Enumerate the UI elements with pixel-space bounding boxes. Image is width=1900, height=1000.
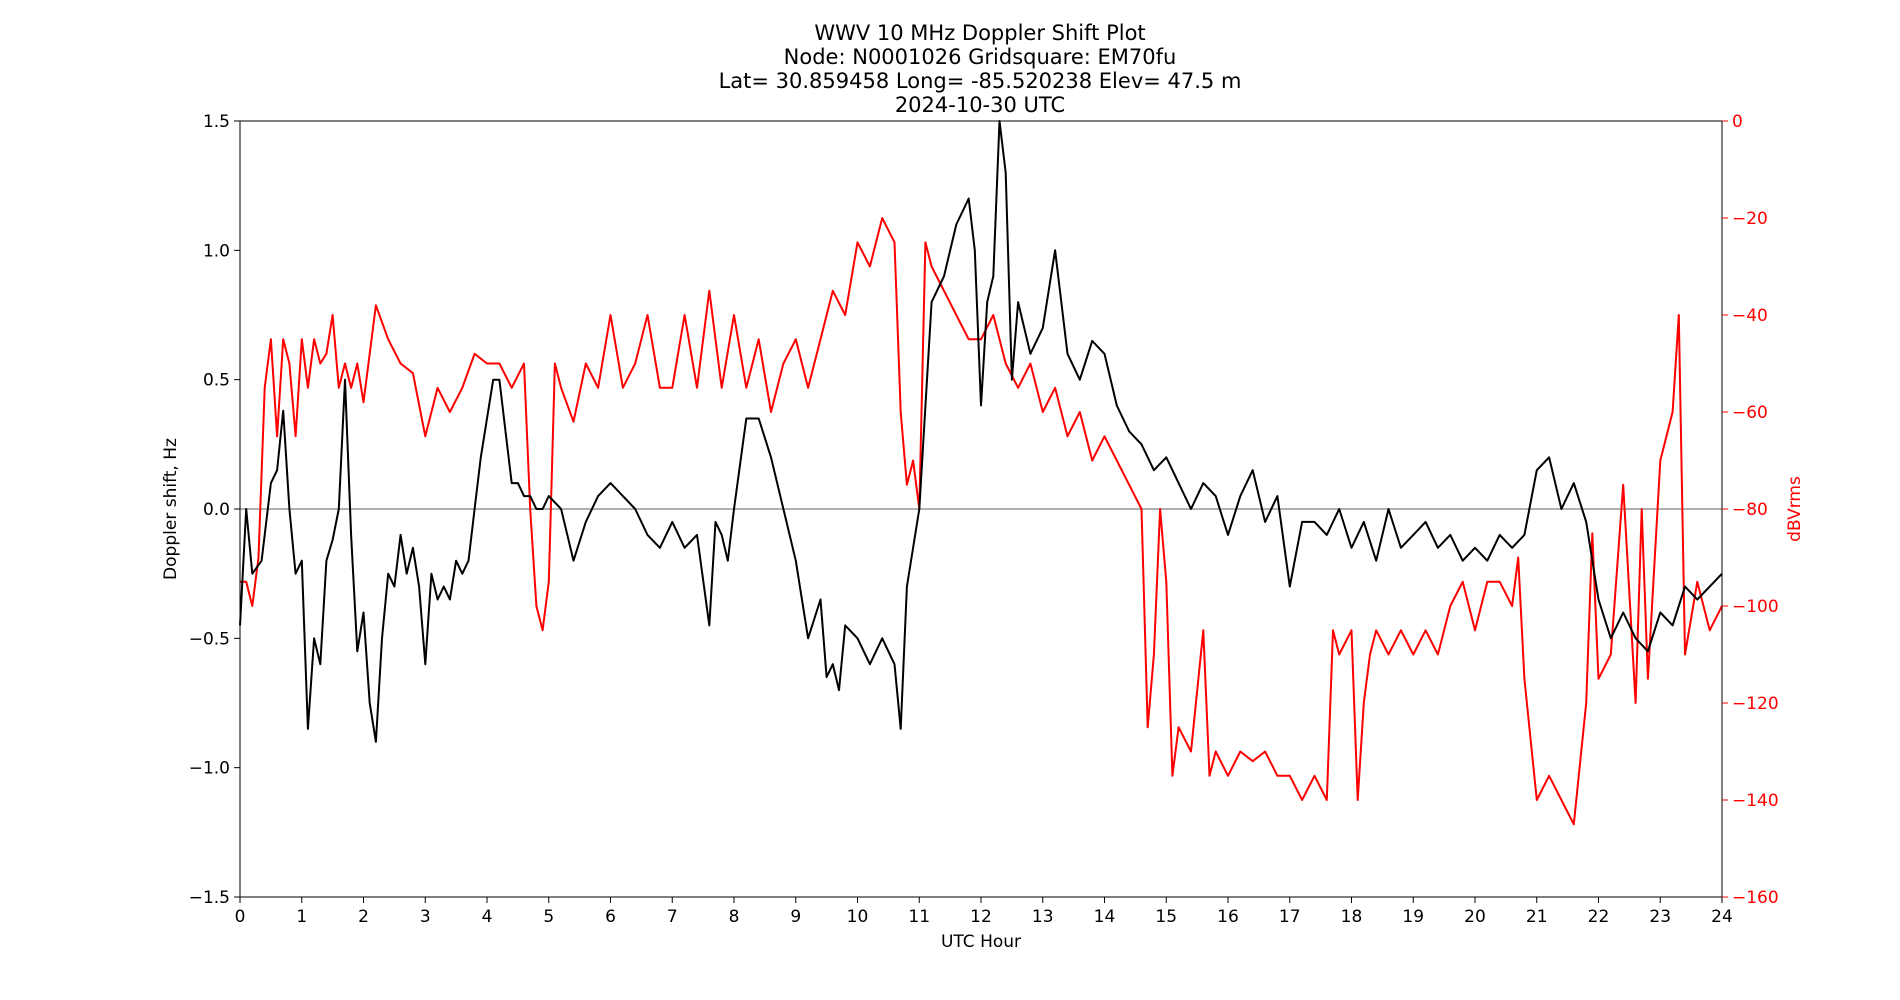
y-right-tick-label: −40 [1732, 306, 1768, 326]
x-tick-label: 19 [1402, 907, 1424, 927]
title-line-2: Node: N0001026 Gridsquare: EM70fu [784, 45, 1177, 69]
y-axis-left-label: Doppler shift, Hz [161, 438, 181, 580]
y-right-tick-label: −100 [1732, 597, 1779, 617]
x-tick-label: 4 [482, 907, 493, 927]
y-left-tick-label: −1.0 [189, 759, 230, 779]
y-left-tick-label: 1.5 [203, 112, 230, 132]
y-left-tick-label: −1.5 [189, 888, 230, 908]
y-right-tick-label: 0 [1732, 112, 1743, 132]
x-tick-label: 14 [1094, 907, 1116, 927]
x-tick-label: 1 [296, 907, 307, 927]
y-right-tick-label: −140 [1732, 791, 1779, 811]
x-tick-label: 9 [790, 907, 801, 927]
title-line-4: 2024-10-30 UTC [895, 93, 1065, 117]
y-right-tick-label: −160 [1732, 888, 1779, 908]
x-tick-label: 11 [908, 907, 930, 927]
title-line-1: WWV 10 MHz Doppler Shift Plot [814, 21, 1145, 45]
x-tick-label: 17 [1279, 907, 1301, 927]
x-tick-label: 24 [1711, 907, 1733, 927]
x-tick-label: 3 [420, 907, 431, 927]
x-tick-label: 6 [605, 907, 616, 927]
y-left-tick-label: 1.0 [203, 241, 230, 261]
x-tick-label: 21 [1526, 907, 1548, 927]
x-tick-label: 0 [235, 907, 246, 927]
signal-level-series-line [240, 217, 1723, 826]
x-tick-label: 5 [543, 907, 554, 927]
x-tick-label: 2 [358, 907, 369, 927]
x-tick-label: 15 [1155, 907, 1177, 927]
y-left-tick-label: −0.5 [189, 629, 230, 649]
y-axis-right: −160 −140 −120 −100 −80 −60 −40 −20 0 [1722, 112, 1779, 908]
x-tick-label: 16 [1217, 907, 1239, 927]
y-axis-right-label: dBVrms [1785, 476, 1805, 542]
x-tick-label: 18 [1341, 907, 1363, 927]
title-line-3: Lat= 30.859458 Long= -85.520238 Elev= 47… [719, 69, 1242, 93]
series-group [239, 120, 1723, 826]
x-tick-label: 20 [1464, 907, 1486, 927]
y-axis-left: −1.5 −1.0 −0.5 0.0 0.5 1.0 1.5 [189, 112, 240, 908]
x-axis-label: UTC Hour [941, 932, 1021, 952]
y-right-tick-label: −20 [1732, 209, 1768, 229]
y-right-tick-label: −80 [1732, 500, 1768, 520]
x-tick-label: 10 [847, 907, 869, 927]
x-axis: 0 1 2 3 4 5 6 7 8 9 10 11 12 13 14 15 16 17 18 19 20 21 22 23 24 [235, 897, 1733, 927]
x-tick-label: 22 [1588, 907, 1610, 927]
y-right-tick-label: −120 [1732, 694, 1779, 714]
y-left-tick-label: 0.0 [203, 500, 230, 520]
x-tick-label: 23 [1649, 907, 1671, 927]
y-left-tick-label: 0.5 [203, 371, 230, 391]
y-right-tick-label: −60 [1732, 403, 1768, 423]
x-tick-label: 8 [729, 907, 740, 927]
doppler-shift-series-line [239, 120, 1723, 743]
x-tick-label: 12 [970, 907, 992, 927]
chart-title: WWV 10 MHz Doppler Shift Plot Node: N000… [719, 21, 1242, 117]
x-tick-label: 13 [1032, 907, 1054, 927]
x-tick-label: 7 [667, 907, 678, 927]
